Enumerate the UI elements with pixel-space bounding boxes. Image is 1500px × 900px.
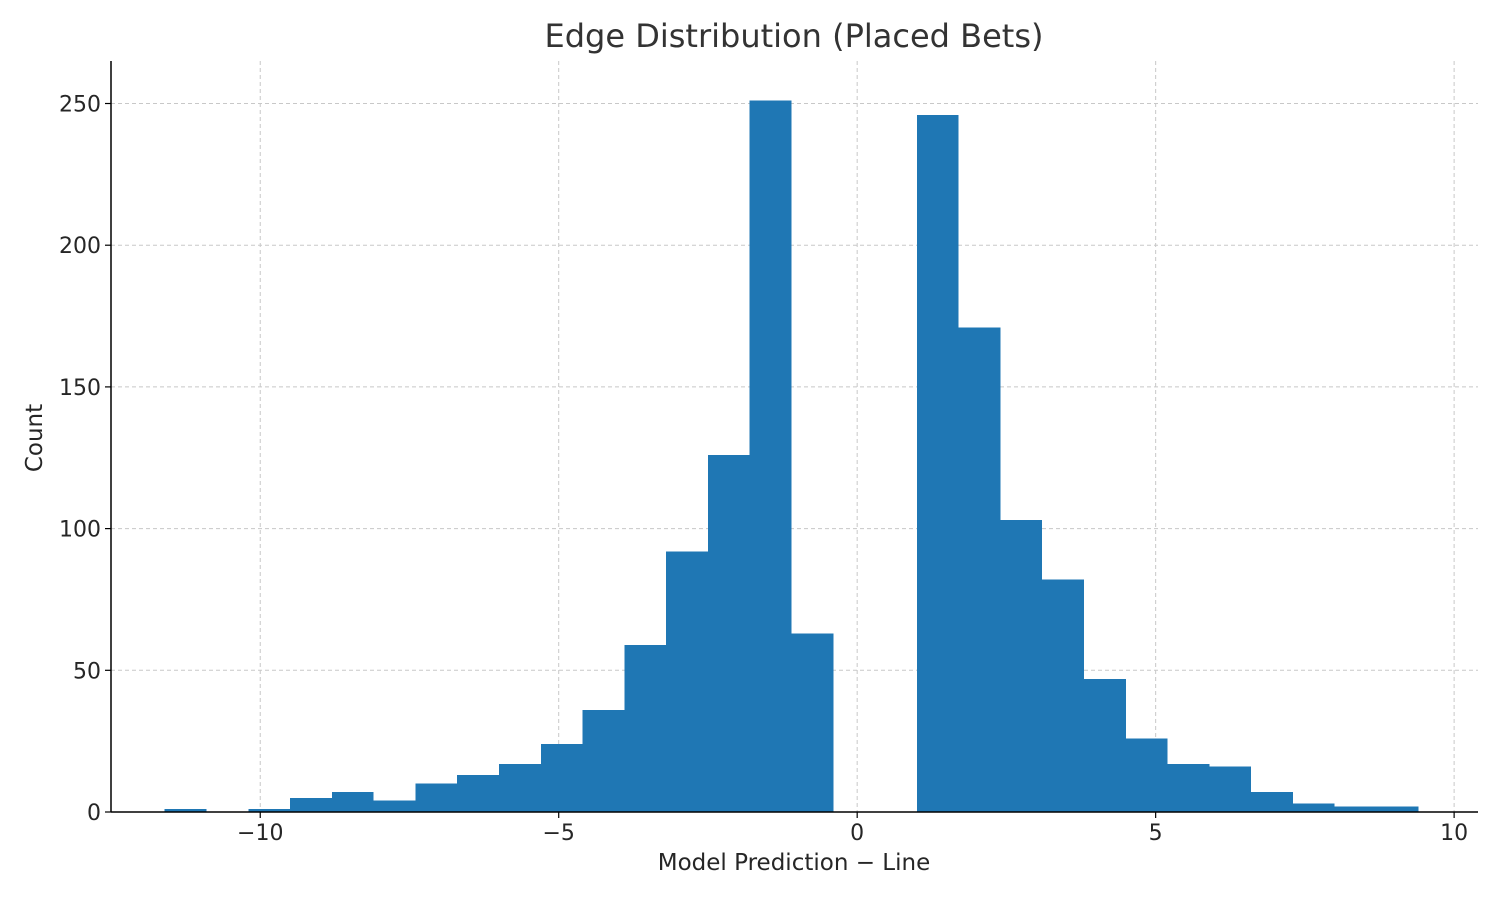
histogram-bar	[749, 100, 792, 812]
bars	[164, 100, 1419, 813]
histogram-bar	[958, 327, 1001, 812]
x-axis-label: Model Prediction − Line	[658, 850, 930, 876]
histogram-bar	[331, 792, 374, 812]
y-tick-label: 0	[87, 801, 101, 826]
histogram-bar	[916, 114, 959, 813]
histogram-bar	[1042, 579, 1085, 812]
histogram-bar	[164, 809, 207, 812]
y-tick-label: 250	[59, 93, 101, 118]
x-tick-label: −10	[237, 821, 283, 846]
histogram-bar	[1209, 766, 1252, 812]
histogram-bar	[499, 763, 541, 812]
x-tick-label: 10	[1440, 821, 1468, 846]
histogram-bar	[248, 809, 291, 812]
histogram-bar	[1376, 806, 1419, 812]
x-ticks: −10 −5 0 5 10	[237, 812, 1468, 846]
grid	[111, 61, 1478, 812]
x-tick-label: 5	[1149, 821, 1163, 846]
y-ticks: 0 50 100 150 200 250	[59, 93, 111, 826]
histogram-bar	[1167, 763, 1210, 812]
y-axis-label: Count	[22, 404, 48, 472]
histogram-bar	[1000, 520, 1043, 812]
histogram-bar	[1084, 678, 1126, 812]
y-tick-label: 100	[59, 518, 101, 543]
histogram-bar	[666, 551, 708, 812]
histogram-bar	[457, 775, 500, 812]
y-tick-label: 150	[59, 376, 101, 401]
histogram-bar	[415, 783, 458, 812]
histogram-bar	[1251, 792, 1293, 812]
histogram-bar	[582, 709, 625, 812]
histogram-bar	[1125, 738, 1168, 812]
histogram-bar	[1334, 806, 1377, 812]
histogram-bar	[373, 800, 416, 812]
histogram-bar	[624, 644, 667, 812]
histogram-bar	[290, 797, 332, 812]
x-tick-label: −5	[542, 821, 574, 846]
histogram-bar	[791, 633, 834, 812]
x-tick-label: 0	[850, 821, 864, 846]
histogram-bar	[540, 743, 583, 812]
chart-title: Edge Distribution (Placed Bets)	[545, 17, 1044, 55]
y-tick-label: 50	[73, 659, 101, 684]
histogram-bar	[1292, 803, 1335, 812]
axes	[110, 61, 1478, 813]
histogram-bar	[707, 454, 750, 812]
y-tick-label: 200	[59, 234, 101, 259]
